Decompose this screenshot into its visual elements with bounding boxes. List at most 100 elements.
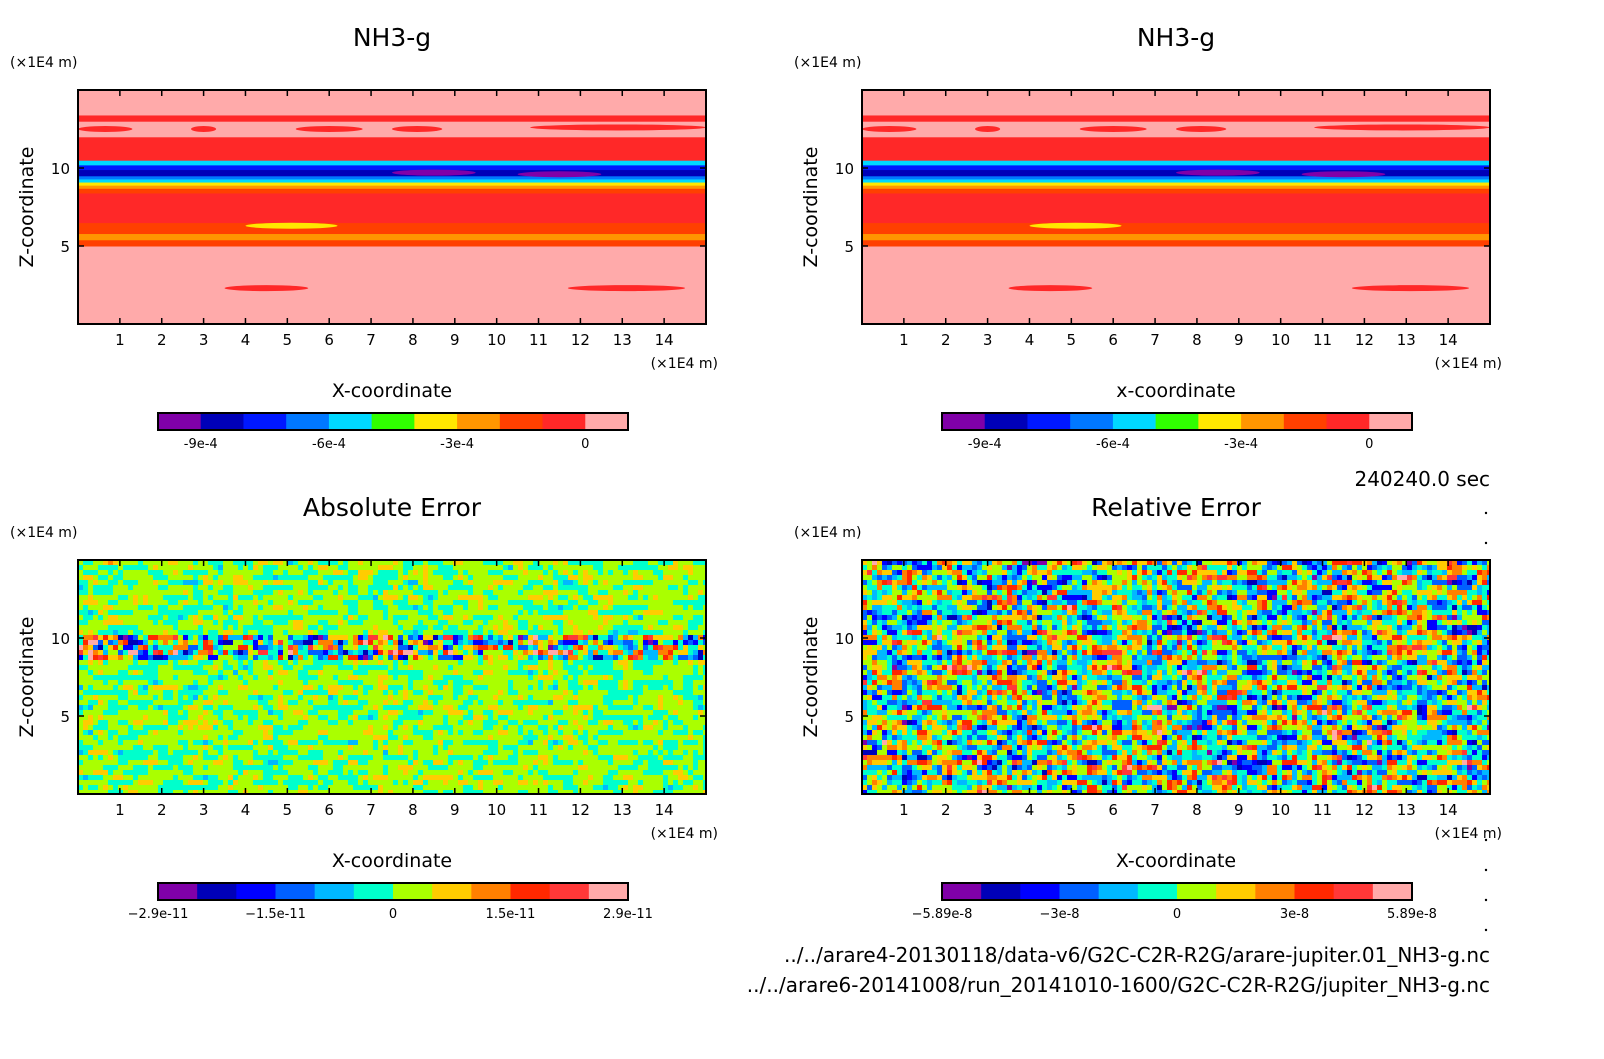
heatmap-cell [148, 620, 153, 625]
heatmap-cell [408, 635, 413, 640]
heatmap-cell [458, 705, 463, 710]
heatmap-cell [533, 690, 538, 695]
heatmap-cell [498, 615, 503, 620]
heatmap-cell [593, 640, 598, 645]
heatmap-cell [268, 625, 273, 630]
heatmap-cell [608, 705, 613, 710]
heatmap-cell [423, 680, 428, 685]
heatmap-cell [353, 610, 358, 615]
heatmap-cell [528, 635, 533, 640]
heatmap-cell [638, 585, 643, 590]
heatmap-cell [563, 715, 568, 720]
heatmap-cell [138, 585, 143, 590]
heatmap-cell [683, 640, 688, 645]
heatmap-cell [478, 585, 483, 590]
heatmap-cell [398, 680, 403, 685]
x-tick-label: 1 [899, 331, 909, 349]
heatmap-cell [203, 640, 208, 645]
heatmap-cell [328, 650, 333, 655]
heatmap-cell [668, 705, 673, 710]
heatmap-cell [208, 565, 213, 570]
heatmap-cell [583, 725, 588, 730]
heatmap-cell [388, 695, 393, 700]
heatmap-cell [568, 675, 573, 680]
heatmap-cell [413, 670, 418, 675]
heatmap-cell [483, 580, 488, 585]
heatmap-cell [213, 630, 218, 635]
heatmap-cell [468, 585, 473, 590]
heatmap-cell [418, 730, 423, 735]
heatmap-cell [548, 635, 553, 640]
heatmap-cell [338, 685, 343, 690]
heatmap-cell [118, 645, 123, 650]
heatmap-cell [348, 575, 353, 580]
heatmap-cell [583, 605, 588, 610]
heatmap-cell [698, 675, 703, 680]
heatmap-cell [218, 655, 223, 660]
heatmap-cell [673, 630, 678, 635]
heatmap-cell [398, 705, 403, 710]
contour-band [862, 160, 1490, 165]
heatmap-cell [488, 710, 493, 715]
heatmap-cell [253, 675, 258, 680]
heatmap-cell [153, 595, 158, 600]
heatmap-cell [278, 710, 283, 715]
heatmap-cell [338, 660, 343, 665]
heatmap-cell [518, 585, 523, 590]
heatmap-cell [383, 635, 388, 640]
heatmap-cell [138, 685, 143, 690]
heatmap-cell [193, 690, 198, 695]
heatmap-cell [493, 570, 498, 575]
heatmap-cell [658, 580, 663, 585]
heatmap-cell [658, 620, 663, 625]
heatmap-cell [643, 695, 648, 700]
heatmap-cell [483, 705, 488, 710]
heatmap-cell [293, 660, 298, 665]
heatmap-cell [308, 610, 313, 615]
heatmap-cell [223, 725, 228, 730]
x-unit-label: (×1E4 m) [651, 826, 718, 842]
heatmap-cell [148, 690, 153, 695]
heatmap-cell [373, 655, 378, 660]
contour-band [78, 170, 706, 177]
heatmap-cell [398, 695, 403, 700]
heatmap-cell [158, 565, 163, 570]
heatmap-cell [333, 655, 338, 660]
heatmap-cell [238, 690, 243, 695]
heatmap-cell [273, 605, 278, 610]
heatmap-cell [383, 685, 388, 690]
heatmap-cell [448, 615, 453, 620]
heatmap-cell [358, 655, 363, 660]
heatmap-cell [483, 590, 488, 595]
heatmap-cell [508, 705, 513, 710]
heatmap-cell [458, 605, 463, 610]
heatmap-cell [158, 585, 163, 590]
heatmap-cell [563, 605, 568, 610]
heatmap-cell [293, 725, 298, 730]
heatmap-cell [578, 620, 583, 625]
heatmap-cell [653, 605, 658, 610]
heatmap-cell [683, 580, 688, 585]
heatmap-cell [618, 655, 623, 660]
heatmap-cell [698, 570, 703, 575]
heatmap-cell [558, 645, 563, 650]
heatmap-cell [473, 715, 478, 720]
heatmap-cell [268, 680, 273, 685]
heatmap-cell [528, 725, 533, 730]
heatmap-cell [183, 575, 188, 580]
heatmap-cell [448, 580, 453, 585]
heatmap-cell [418, 600, 423, 605]
heatmap-cell [388, 700, 393, 705]
heatmap-cell [588, 585, 593, 590]
heatmap-cell [123, 570, 128, 575]
heatmap-cell [533, 700, 538, 705]
heatmap-cell [603, 655, 608, 660]
heatmap-cell [108, 620, 113, 625]
heatmap-cell [103, 670, 108, 675]
heatmap-cell [618, 585, 623, 590]
heatmap-cell [93, 610, 98, 615]
heatmap-cell [348, 730, 353, 735]
heatmap-cell [98, 635, 103, 640]
heatmap-cell [658, 710, 663, 715]
heatmap-cell [118, 585, 123, 590]
